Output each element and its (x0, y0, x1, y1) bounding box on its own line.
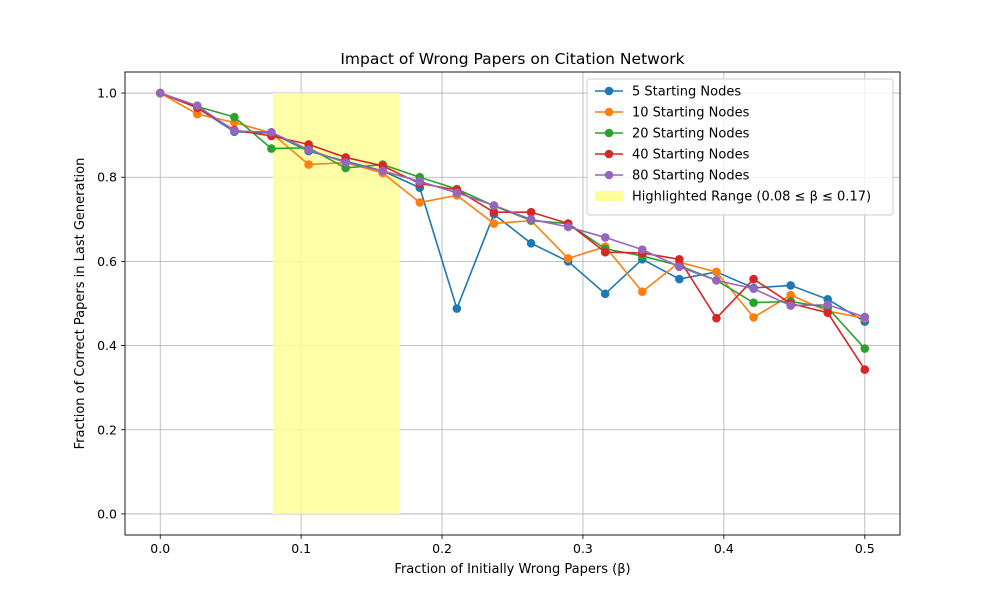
legend-item-highlight: Highlighted Range (0.08 ≤ β ≤ 0.17) (595, 190, 871, 205)
legend-item: 20 Starting Nodes (595, 127, 750, 142)
data-point (378, 166, 388, 176)
data-point (860, 312, 870, 322)
data-point (786, 290, 795, 300)
y-tick-label: 1.0 (97, 86, 117, 101)
series-lines (155, 88, 870, 374)
series-5 (155, 88, 870, 322)
legend-item: 10 Starting Nodes (595, 106, 750, 121)
y-tick-label: 0.6 (97, 254, 117, 269)
legend-box (586, 78, 894, 216)
legend-marker (604, 128, 614, 138)
data-point (230, 112, 239, 122)
series-2 (155, 88, 870, 323)
highlight-range (272, 93, 400, 514)
legend-marker (604, 86, 614, 96)
data-point (786, 281, 795, 290)
data-point (637, 245, 647, 254)
legend-label: 10 Starting Nodes (632, 106, 750, 121)
legend-swatch (595, 191, 623, 201)
axis-ticks: 0.0 0.1 0.2 0.3 0.4 0.5 0.0 0.2 0.4 0.6 0.8 1.0 (97, 86, 875, 556)
legend-label: Highlighted Range (0.08 ≤ β ≤ 0.17) (632, 190, 871, 205)
data-point (675, 255, 684, 264)
data-point (192, 109, 202, 119)
data-point (341, 158, 350, 167)
data-point (526, 239, 536, 248)
data-point (749, 274, 758, 284)
y-tick-label: 0.4 (97, 338, 117, 353)
data-point (786, 301, 795, 310)
data-point (489, 201, 499, 210)
data-point (712, 276, 721, 285)
data-point (230, 126, 239, 136)
data-point (749, 313, 758, 322)
legend-label: 20 Starting Nodes (632, 127, 750, 142)
data-point (675, 274, 684, 284)
y-axis-label: Fraction of Correct Papers in Last Gener… (73, 158, 88, 450)
data-point (563, 222, 573, 232)
data-point (749, 284, 758, 294)
x-tick-label: 0.1 (291, 541, 311, 556)
legend-marker (604, 107, 614, 117)
legend-label: 40 Starting Nodes (632, 148, 750, 163)
data-point (267, 144, 276, 153)
data-point (267, 127, 276, 137)
legend-label: 80 Starting Nodes (632, 169, 750, 184)
data-point (860, 365, 870, 374)
legend-marker (604, 149, 614, 159)
data-point (415, 198, 425, 207)
x-tick-label: 0.0 (150, 541, 170, 556)
data-point (415, 177, 425, 186)
x-tick-label: 0.4 (714, 541, 734, 556)
series-line (159, 92, 865, 320)
data-point (489, 207, 499, 217)
data-point (823, 300, 833, 310)
legend-item: 80 Starting Nodes (595, 169, 750, 184)
data-point (600, 233, 610, 242)
y-tick-label: 0.0 (97, 506, 117, 521)
plot-frame (124, 71, 901, 536)
chart-title: Impact of Wrong Papers on Citation Netwo… (340, 50, 684, 68)
data-point (526, 207, 536, 217)
legend-item: 5 Starting Nodes (595, 85, 741, 100)
data-point (712, 267, 721, 277)
x-tick-label: 0.2 (432, 541, 452, 556)
data-point (526, 215, 536, 224)
data-point (637, 287, 647, 297)
legend: 5 Starting Nodes 10 Starting Nodes 20 Star… (586, 78, 894, 216)
data-point (489, 219, 499, 228)
data-point (452, 188, 462, 198)
data-point (600, 247, 610, 257)
data-point (304, 160, 313, 169)
y-tick-label: 0.2 (97, 422, 117, 437)
data-point (192, 101, 202, 110)
data-point (304, 145, 313, 155)
data-point (452, 304, 462, 313)
data-point (563, 254, 573, 263)
data-point (749, 298, 758, 307)
data-point (712, 313, 721, 323)
x-axis-label: Fraction of Initially Wrong Papers (β) (394, 562, 630, 577)
legend-item: 40 Starting Nodes (595, 148, 750, 163)
data-point (860, 344, 870, 353)
data-point (823, 308, 833, 318)
data-point (675, 262, 684, 272)
series-line (159, 92, 866, 318)
x-tick-label: 0.3 (573, 541, 593, 556)
data-point (600, 289, 610, 299)
x-tick-label: 0.5 (855, 541, 875, 556)
data-point (155, 88, 165, 98)
y-tick-label: 0.8 (97, 170, 117, 185)
legend-label: 5 Starting Nodes (632, 85, 741, 100)
legend-marker (604, 170, 614, 180)
